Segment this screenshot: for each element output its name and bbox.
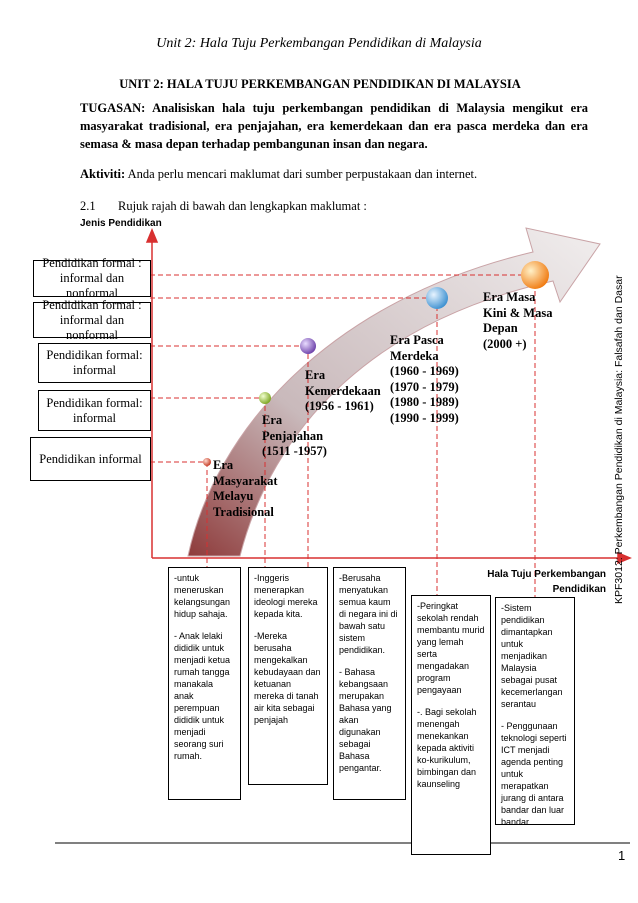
era-line: (1990 - 1999)	[390, 410, 459, 425]
era-line: (1511 -1957)	[262, 444, 327, 458]
note-paragraph: - Penggunaan teknologi seperti ICT menja…	[501, 721, 567, 827]
era-line: Era	[305, 368, 326, 382]
era-dot	[521, 261, 549, 289]
education-type: Pendidikan formal: informal	[38, 343, 151, 383]
note-box: -Berusaha menyatukan semua kaum di negar…	[333, 567, 406, 800]
note-box: -untuk meneruskan kelangsungan hidup sah…	[168, 567, 241, 800]
era-line: (1956 - 1961)	[305, 399, 374, 413]
note-paragraph: -. Bagi sekolah menengah menekankan kepa…	[417, 707, 477, 789]
era-line: Era Masa	[483, 290, 536, 304]
activity: Aktiviti: Anda perlu mencari maklumat da…	[80, 167, 600, 182]
era-label: Era Penjajahan (1511 -1957)	[262, 413, 327, 460]
instruction-number: 2.1	[80, 199, 96, 213]
page-header: Unit 2: Hala Tuju Perkembangan Pendidika…	[156, 36, 482, 51]
y-axis-label: Jenis Pendidikan	[80, 218, 162, 229]
era-line: Melayu	[213, 489, 254, 503]
activity-label: Aktiviti:	[80, 167, 126, 181]
era-line: Era	[213, 458, 234, 472]
task-label: TUGASAN:	[80, 101, 146, 115]
era-label: Era Pasca Merdeka (1960 - 1969) (1970 - 197…	[390, 333, 459, 426]
era-line: Depan	[483, 321, 518, 335]
note-paragraph: -untuk meneruskan kelangsungan hidup sah…	[174, 573, 231, 619]
note-paragraph: -Peringkat sekolah rendah membantu murid…	[417, 601, 485, 695]
era-dot	[259, 392, 271, 404]
note-box: -Inggeris menerapkan ideologi mereka kep…	[248, 567, 328, 785]
era-line: Merdeka	[390, 348, 439, 363]
note-paragraph: -Sistem pendidikan dimantapkan untuk men…	[501, 603, 563, 709]
side-text: KPF3012: Perkembangan Pendidikan di Mala…	[613, 275, 625, 604]
era-line: Kini & Masa	[483, 305, 553, 320]
era-line: (1970 - 1979)	[390, 379, 459, 394]
era-dot	[300, 338, 316, 354]
task-text: Analisiskan hala tuju perkembangan pendi…	[80, 101, 588, 151]
education-type: Pendidikan informal	[30, 437, 151, 481]
era-line: Era Pasca	[390, 333, 444, 347]
axes	[145, 228, 632, 565]
era-label: Era Kemerdekaan (1956 - 1961)	[305, 368, 381, 415]
title: UNIT 2: HALA TUJU PERKEMBANGAN PENDIDIKA…	[119, 77, 521, 91]
education-type: Pendidikan formal : informal dan nonform…	[33, 298, 151, 342]
guide-lines	[150, 274, 536, 597]
note-box: -Sistem pendidikan dimantapkan untuk men…	[495, 597, 575, 827]
instruction-text: Rujuk rajah di bawah dan lengkapkan makl…	[118, 199, 367, 213]
era-label: Era Masa Kini & Masa Depan (2000 +)	[483, 290, 552, 352]
note-paragraph: - Bahasa kebangsaan merupakan Bahasa yan…	[339, 667, 392, 773]
growth-arrow	[187, 227, 601, 557]
note-paragraph: - Anak lelaki dididik untuk menjadi ketu…	[174, 631, 231, 761]
era-dot	[203, 458, 211, 466]
note-box: -Peringkat sekolah rendah membantu murid…	[411, 595, 491, 855]
x-axis-label: Hala Tuju Perkembangan Pendidikan	[487, 569, 606, 595]
era-line: Penjajahan	[262, 428, 324, 443]
era-label: Era Masyarakat Melayu Tradisional	[213, 458, 278, 520]
era-line: (2000 +)	[483, 336, 527, 351]
activity-text: Anda perlu mencari maklumat dari sumber …	[127, 167, 478, 181]
education-type: Pendidikan formal : informal dan nonform…	[33, 256, 151, 300]
note-paragraph: -Berusaha menyatukan semua kaum di negar…	[339, 573, 398, 655]
era-line: Era	[262, 413, 283, 427]
era-line: (1980 - 1989)	[390, 395, 459, 409]
instruction: 2.1 Rujuk rajah di bawah dan lengkapkan m…	[80, 199, 600, 214]
era-line: Kemerdekaan	[305, 383, 381, 398]
education-type: Pendidikan formal: informal	[38, 390, 151, 431]
note-paragraph: -Mereka berusaha mengekalkan kebudayaan …	[254, 631, 321, 725]
era-line: (1960 - 1969)	[390, 364, 459, 378]
era-line: Tradisional	[213, 504, 274, 519]
page-number: 1	[618, 848, 626, 863]
note-paragraph: -Inggeris menerapkan ideologi mereka kep…	[254, 573, 318, 619]
era-line: Masyarakat	[213, 473, 278, 488]
task: TUGASAN: Analisiskan hala tuju perkemban…	[80, 99, 588, 153]
era-dot	[426, 287, 448, 309]
